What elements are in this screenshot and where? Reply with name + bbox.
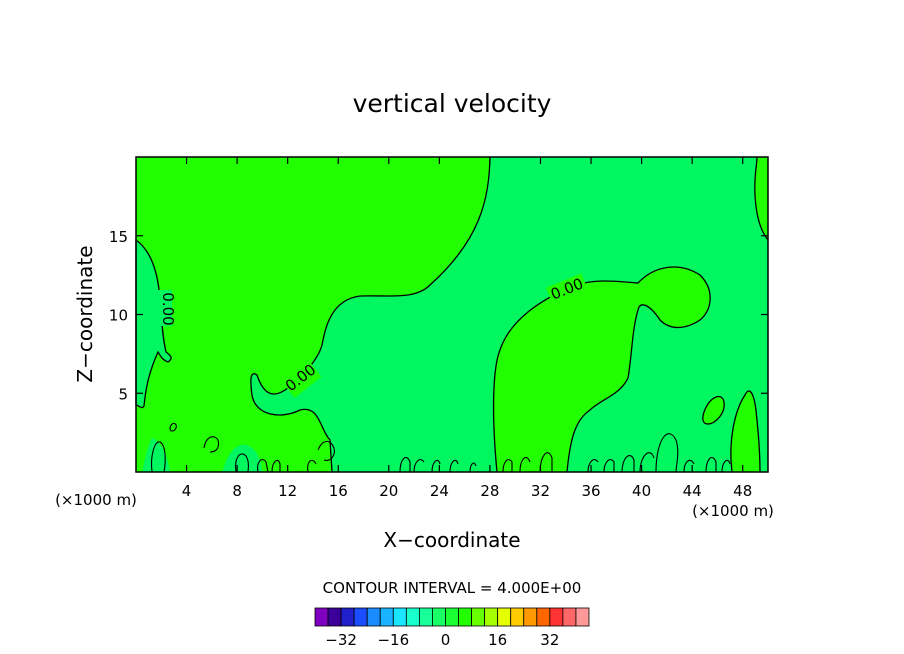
colorbar-swatch <box>405 607 420 627</box>
contour-label-bg-2 <box>546 273 588 305</box>
x-tick-label: 4 <box>182 482 192 500</box>
colorbar-swatch <box>392 607 407 627</box>
x-tick-label: 32 <box>531 482 550 500</box>
contour-zero-right <box>492 266 711 473</box>
x-tick-label: 36 <box>581 482 600 500</box>
colorbar-swatch <box>562 607 577 627</box>
colorbar-swatch <box>484 607 499 627</box>
colorbar-swatch <box>471 607 486 627</box>
x-tick-label: 20 <box>379 482 398 500</box>
y-axis-label: Z−coordinate <box>73 245 97 382</box>
colorbar-swatch <box>418 607 433 627</box>
colorbar-swatch <box>432 607 446 627</box>
x-axis: 4 8 12 16 20 24 28 32 36 40 44 48 <box>182 157 752 500</box>
colorbar-swatch <box>379 607 394 627</box>
x-tick-label: 44 <box>683 482 702 500</box>
x-tick-label: 40 <box>632 482 651 500</box>
y-tick-label: 15 <box>109 228 128 246</box>
colorbar-swatch <box>353 607 368 627</box>
colorbar-swatch <box>575 607 590 627</box>
x-unit-left: (×1000 m) <box>55 491 137 509</box>
x-axis-label: X−coordinate <box>383 528 520 552</box>
colorbar-tick-label: −16 <box>377 631 409 649</box>
x-unit-right: (×1000 m) <box>692 502 774 520</box>
colorbar-swatch <box>327 607 342 627</box>
colorbar-swatch <box>510 607 525 627</box>
positive-region <box>136 157 490 472</box>
right-low-region <box>730 390 760 472</box>
right-edge-region <box>754 157 768 240</box>
colorbar-swatch <box>458 607 472 627</box>
colorbar-tick-label: 32 <box>540 631 559 649</box>
colorbar-tick-label: −32 <box>325 631 357 649</box>
y-tick-label: 10 <box>109 307 128 325</box>
colorbar-swatch <box>523 607 538 627</box>
x-tick-label: 8 <box>232 482 242 500</box>
colorbar: −32 −16 0 16 32 <box>314 607 590 649</box>
x-tick-label: 24 <box>430 482 449 500</box>
colorbar-swatch <box>314 607 329 627</box>
y-axis: 5 10 15 <box>109 228 768 403</box>
x-tick-label: 12 <box>278 482 297 500</box>
colorbar-swatch <box>445 607 459 627</box>
colorbar-swatch <box>497 607 512 627</box>
x-tick-label: 48 <box>733 482 752 500</box>
colorbar-swatch <box>366 607 381 627</box>
x-tick-label: 28 <box>480 482 499 500</box>
plot-area: 0.00 0.00 0.00 <box>135 156 769 473</box>
x-tick-label: 16 <box>329 482 348 500</box>
colorbar-tick-label: 0 <box>441 631 451 649</box>
colorbar-swatch <box>340 607 355 627</box>
near-surface-contours <box>151 422 731 473</box>
contour-zero-right-edge <box>754 156 769 241</box>
contour-label-bg-1 <box>278 356 322 398</box>
contour-label: 0.00 <box>159 292 177 325</box>
y-tick-label: 5 <box>118 385 128 403</box>
colorbar-swatch <box>536 607 551 627</box>
contour-zero-small-blob <box>702 395 725 425</box>
right-positive-region <box>493 267 711 472</box>
contour-zero-right-low <box>730 390 761 473</box>
contour-interval-text: CONTOUR INTERVAL = 4.000E+00 <box>323 579 582 597</box>
colorbar-tick-label: 16 <box>488 631 507 649</box>
contour-label-bg-3 <box>154 290 172 326</box>
colorbar-swatch <box>549 607 564 627</box>
chart-title: vertical velocity <box>353 89 552 118</box>
